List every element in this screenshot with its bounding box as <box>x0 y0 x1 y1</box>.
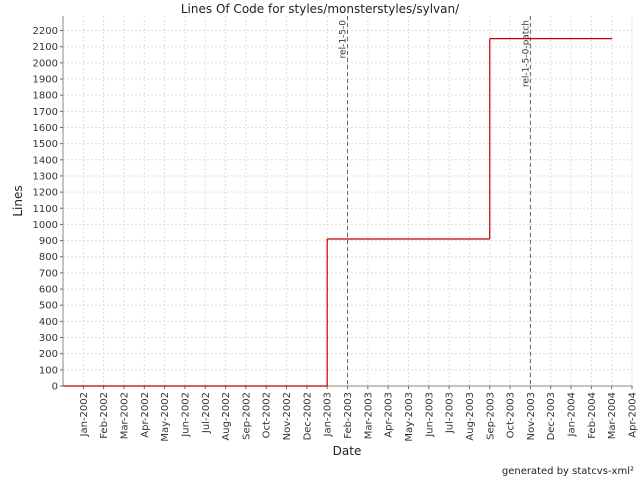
y-tick-label: 1900 <box>33 75 58 86</box>
x-tick-label: Jan-2002 <box>79 392 90 437</box>
x-tick-label: Mar-2004 <box>607 392 618 439</box>
x-tick-label: Feb-2002 <box>99 392 110 439</box>
release-label: rel-1-5-0 <box>339 20 349 59</box>
x-tick-label: Sep-2003 <box>485 392 496 440</box>
x-tick-label: Nov-2003 <box>526 392 537 440</box>
y-tick-label: 300 <box>39 333 58 344</box>
x-tick-label: Mar-2003 <box>363 392 374 439</box>
x-tick-label: Apr-2003 <box>384 392 395 438</box>
x-tick-label: Feb-2004 <box>587 392 598 439</box>
x-tick-label: Aug-2002 <box>221 392 232 441</box>
y-tick-label: 100 <box>39 365 58 376</box>
y-tick-label: 400 <box>39 317 58 328</box>
y-tick-label: 1200 <box>33 188 58 199</box>
y-tick-label: 600 <box>39 285 58 296</box>
y-tick-label: 500 <box>39 301 58 312</box>
x-tick-label: Dec-2002 <box>302 392 313 440</box>
y-tick-label: 1800 <box>33 91 58 102</box>
y-tick-label: 900 <box>39 236 58 247</box>
x-tick-label: Sep-2002 <box>241 392 252 440</box>
step-end <box>611 38 613 40</box>
y-axis-label: Lines <box>11 185 25 216</box>
x-tick-label: Jan-2003 <box>323 392 334 437</box>
y-tick-label: 1300 <box>33 171 58 182</box>
x-tick-label: Apr-2004 <box>628 392 639 438</box>
y-tick-label: 0 <box>52 382 58 393</box>
x-tick-label: Mar-2002 <box>119 392 130 439</box>
y-tick-label: 1000 <box>33 220 58 231</box>
y-tick-label: 800 <box>39 252 58 263</box>
x-tick-label: Dec-2003 <box>546 392 557 440</box>
x-tick-label: Aug-2003 <box>465 392 476 441</box>
y-tick-label: 200 <box>39 349 58 360</box>
y-tick-label: 1400 <box>33 155 58 166</box>
y-tick-label: 1500 <box>33 139 58 150</box>
x-tick-label: Jun-2002 <box>180 392 191 438</box>
y-tick-label: 2000 <box>33 58 58 69</box>
chart-title: Lines Of Code for styles/monsterstyles/s… <box>181 2 460 16</box>
y-tick-label: 1100 <box>33 204 58 215</box>
x-tick-label: Jul-2002 <box>201 392 212 434</box>
x-tick-label: May-2002 <box>160 392 171 442</box>
x-tick-label: Nov-2002 <box>282 392 293 440</box>
y-tick-label: 700 <box>39 268 58 279</box>
x-tick-label: Jul-2003 <box>445 392 456 434</box>
release-label: rel-1-5-0-patch <box>521 20 531 87</box>
footer: generated by statcvs-xml² <box>502 466 634 477</box>
y-tick-label: 2100 <box>33 42 58 53</box>
x-tick-label: Jun-2003 <box>424 392 435 438</box>
x-tick-label: Jan-2004 <box>567 392 578 437</box>
x-tick-label: Apr-2002 <box>140 392 151 438</box>
x-axis-label: Date <box>333 444 362 458</box>
y-tick-label: 1700 <box>33 107 58 118</box>
y-tick-label: 2200 <box>33 26 58 37</box>
x-tick-label: Oct-2002 <box>262 392 273 438</box>
x-tick-label: Oct-2003 <box>506 392 517 438</box>
x-tick-label: May-2003 <box>404 392 415 442</box>
y-tick-label: 1600 <box>33 123 58 134</box>
x-tick-label: Feb-2003 <box>343 392 354 439</box>
